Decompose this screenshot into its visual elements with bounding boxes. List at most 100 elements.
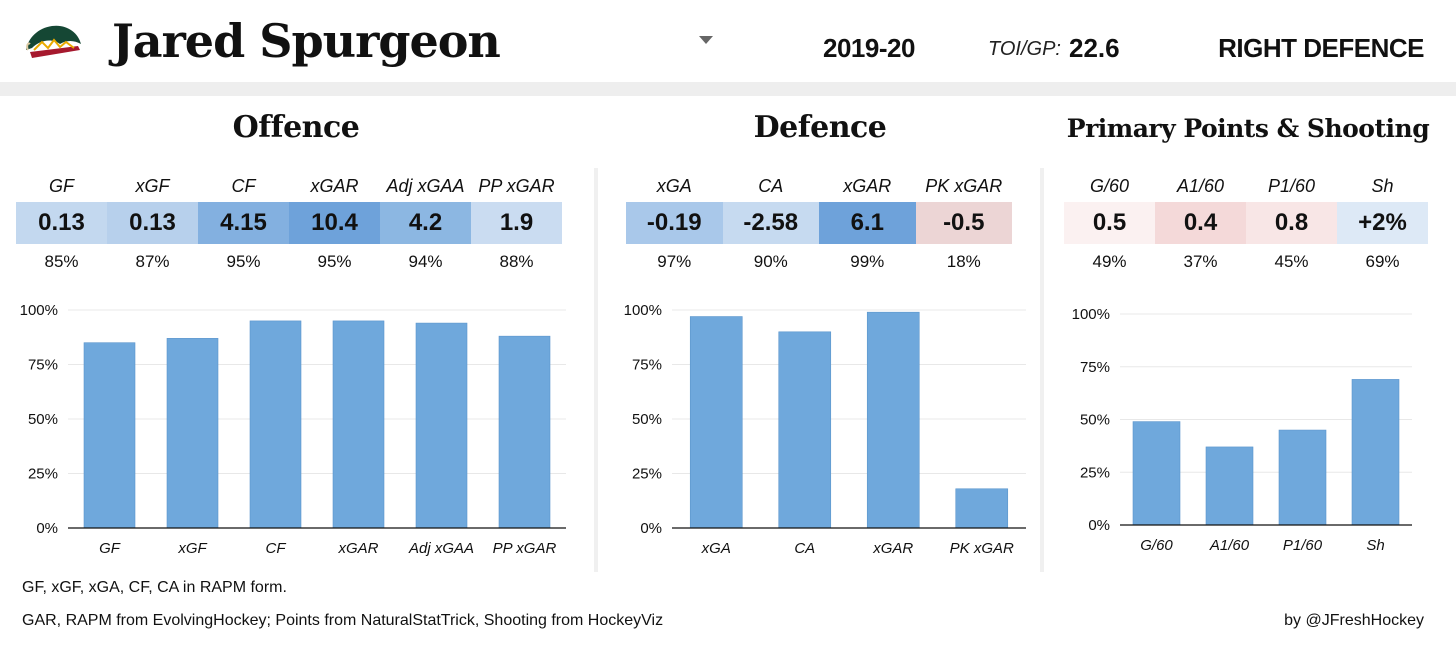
y-tick-label: 75% — [28, 357, 58, 374]
shooting-stat-percentile: 49% — [1092, 252, 1127, 271]
shooting-stat-percentile: 45% — [1274, 252, 1309, 271]
x-category-label: xGAR — [337, 540, 378, 557]
offence-stat-label: xGF — [135, 176, 170, 196]
shooting-stat-value: +2% — [1337, 202, 1428, 244]
offence-stat-label: xGAR — [310, 176, 359, 196]
shooting-stat-value: 0.5 — [1064, 202, 1155, 244]
defence-stat-percentile: 97% — [657, 252, 692, 271]
bar-p1-60 — [1278, 429, 1327, 526]
y-tick-label: 25% — [1080, 464, 1110, 481]
y-tick-label: 100% — [624, 302, 662, 319]
bar-adj-xgaa — [415, 322, 468, 529]
footnote-sources: GAR, RAPM from EvolvingHockey; Points fr… — [22, 612, 664, 629]
y-tick-label: 25% — [28, 466, 58, 483]
bar-g-60 — [1132, 421, 1181, 526]
bar-a1-60 — [1205, 446, 1254, 526]
defence-stat-value: -0.19 — [626, 202, 723, 244]
bar-pp-xgar — [498, 335, 551, 529]
toi-value: 22.6 — [1069, 33, 1120, 63]
y-tick-label: 50% — [1080, 412, 1110, 429]
header-divider — [0, 82, 1456, 96]
y-tick-label: 100% — [1072, 306, 1110, 323]
y-tick-label: 50% — [28, 411, 58, 428]
bar-xgar — [332, 320, 385, 529]
offence-stat-value: 4.2 — [380, 202, 471, 244]
offence-stat-percentile: 94% — [408, 252, 443, 271]
x-category-label: Sh — [1366, 537, 1384, 554]
defence-stat-label: xGAR — [843, 176, 892, 196]
bar-pk-xgar — [955, 488, 1009, 529]
shooting-title: Primary Points & Shooting — [1066, 114, 1430, 143]
x-category-label: GF — [99, 540, 121, 557]
offence-stat-value: 4.15 — [198, 202, 289, 244]
chart-1: 0% 25% 50% 75% 100% xGA CA xGAR PK xGAR — [624, 302, 1026, 557]
x-category-label: Adj xGAA — [408, 540, 474, 557]
bar-ca — [778, 331, 832, 529]
x-category-label: xGAR — [872, 540, 913, 557]
y-tick-label: 75% — [632, 357, 662, 374]
x-category-label: CA — [794, 540, 815, 557]
bar-gf — [83, 342, 136, 529]
toi-label: TOI/GP: — [988, 38, 1061, 60]
defence-title: Defence — [753, 110, 887, 145]
offence-stat-label: CF — [231, 176, 256, 196]
offence-stat-value: 0.13 — [107, 202, 198, 244]
offence-stat-label: Adj xGAA — [386, 176, 465, 196]
bar-xgar — [866, 311, 920, 529]
x-category-label: P1/60 — [1283, 537, 1323, 554]
player-position: RIGHT DEFENCE — [1218, 33, 1424, 63]
y-tick-label: 0% — [640, 520, 662, 537]
offence-stat-percentile: 87% — [135, 252, 170, 271]
y-tick-label: 25% — [632, 466, 662, 483]
y-tick-label: 50% — [632, 411, 662, 428]
offence-title: Offence — [232, 110, 360, 145]
shooting-stat-label: P1/60 — [1267, 176, 1316, 196]
chart-2: 0% 25% 50% 75% 100% G/60 A1/60 P1/60 Sh — [1072, 306, 1412, 554]
shooting-stat-label: A1/60 — [1176, 176, 1225, 196]
defence-stat-label: xGA — [656, 176, 692, 196]
offence-stat-label: PP xGAR — [478, 176, 555, 196]
x-category-label: PK xGAR — [950, 540, 1014, 557]
defence-stat-label: CA — [758, 176, 784, 196]
header: Jared Spurgeon 2019-20 TOI/GP: 22.6 RIGH… — [0, 0, 1456, 82]
defence-stat-percentile: 99% — [850, 252, 885, 271]
chart-0: 0% 25% 50% 75% 100% GF xGF CF xGAR Adj xGAA PP xGA… — [20, 302, 566, 557]
defence-stat-percentile: 90% — [753, 252, 788, 271]
defence-stat-value: -0.5 — [915, 202, 1012, 244]
player-dropdown-icon[interactable] — [699, 36, 713, 44]
y-tick-label: 75% — [1080, 359, 1110, 376]
y-tick-label: 100% — [20, 302, 58, 319]
footnote-rapm: GF, xGF, xGA, CF, CA in RAPM form. — [22, 579, 287, 596]
defence-stat-percentile: 18% — [946, 252, 981, 271]
offence-stat-percentile: 95% — [317, 252, 352, 271]
shooting-stat-value: 0.8 — [1246, 202, 1337, 244]
shooting-stat-percentile: 69% — [1365, 252, 1400, 271]
panel-divider — [594, 168, 598, 572]
defence-stat-value: -2.58 — [722, 202, 819, 244]
offence-stat-value: 0.13 — [16, 202, 107, 244]
x-category-label: PP xGAR — [493, 540, 557, 557]
shooting-stat-value: 0.4 — [1155, 202, 1246, 244]
player-name: Jared Spurgeon — [112, 14, 501, 68]
y-tick-label: 0% — [1088, 517, 1110, 534]
panel-divider — [1040, 168, 1044, 572]
x-category-label: G/60 — [1140, 537, 1173, 554]
shooting-stat-label: G/60 — [1089, 176, 1130, 196]
x-category-label: xGF — [177, 540, 207, 557]
offence-stat-value: 10.4 — [289, 202, 380, 244]
offence-stat-percentile: 85% — [44, 252, 79, 271]
y-tick-label: 0% — [36, 520, 58, 537]
defence-stat-label: PK xGAR — [925, 176, 1003, 196]
offence-stat-percentile: 95% — [226, 252, 261, 271]
bar-xgf — [166, 338, 219, 529]
author-credit: by @JFreshHockey — [1284, 612, 1424, 629]
bar-xga — [689, 316, 743, 529]
defence-stat-value: 6.1 — [819, 202, 916, 244]
x-category-label: xGA — [701, 540, 731, 557]
season: 2019-20 — [823, 33, 915, 63]
offence-stat-label: GF — [49, 176, 74, 196]
x-category-label: A1/60 — [1209, 537, 1250, 554]
team-logo-icon — [26, 25, 81, 58]
offence-stat-percentile: 88% — [499, 252, 534, 271]
